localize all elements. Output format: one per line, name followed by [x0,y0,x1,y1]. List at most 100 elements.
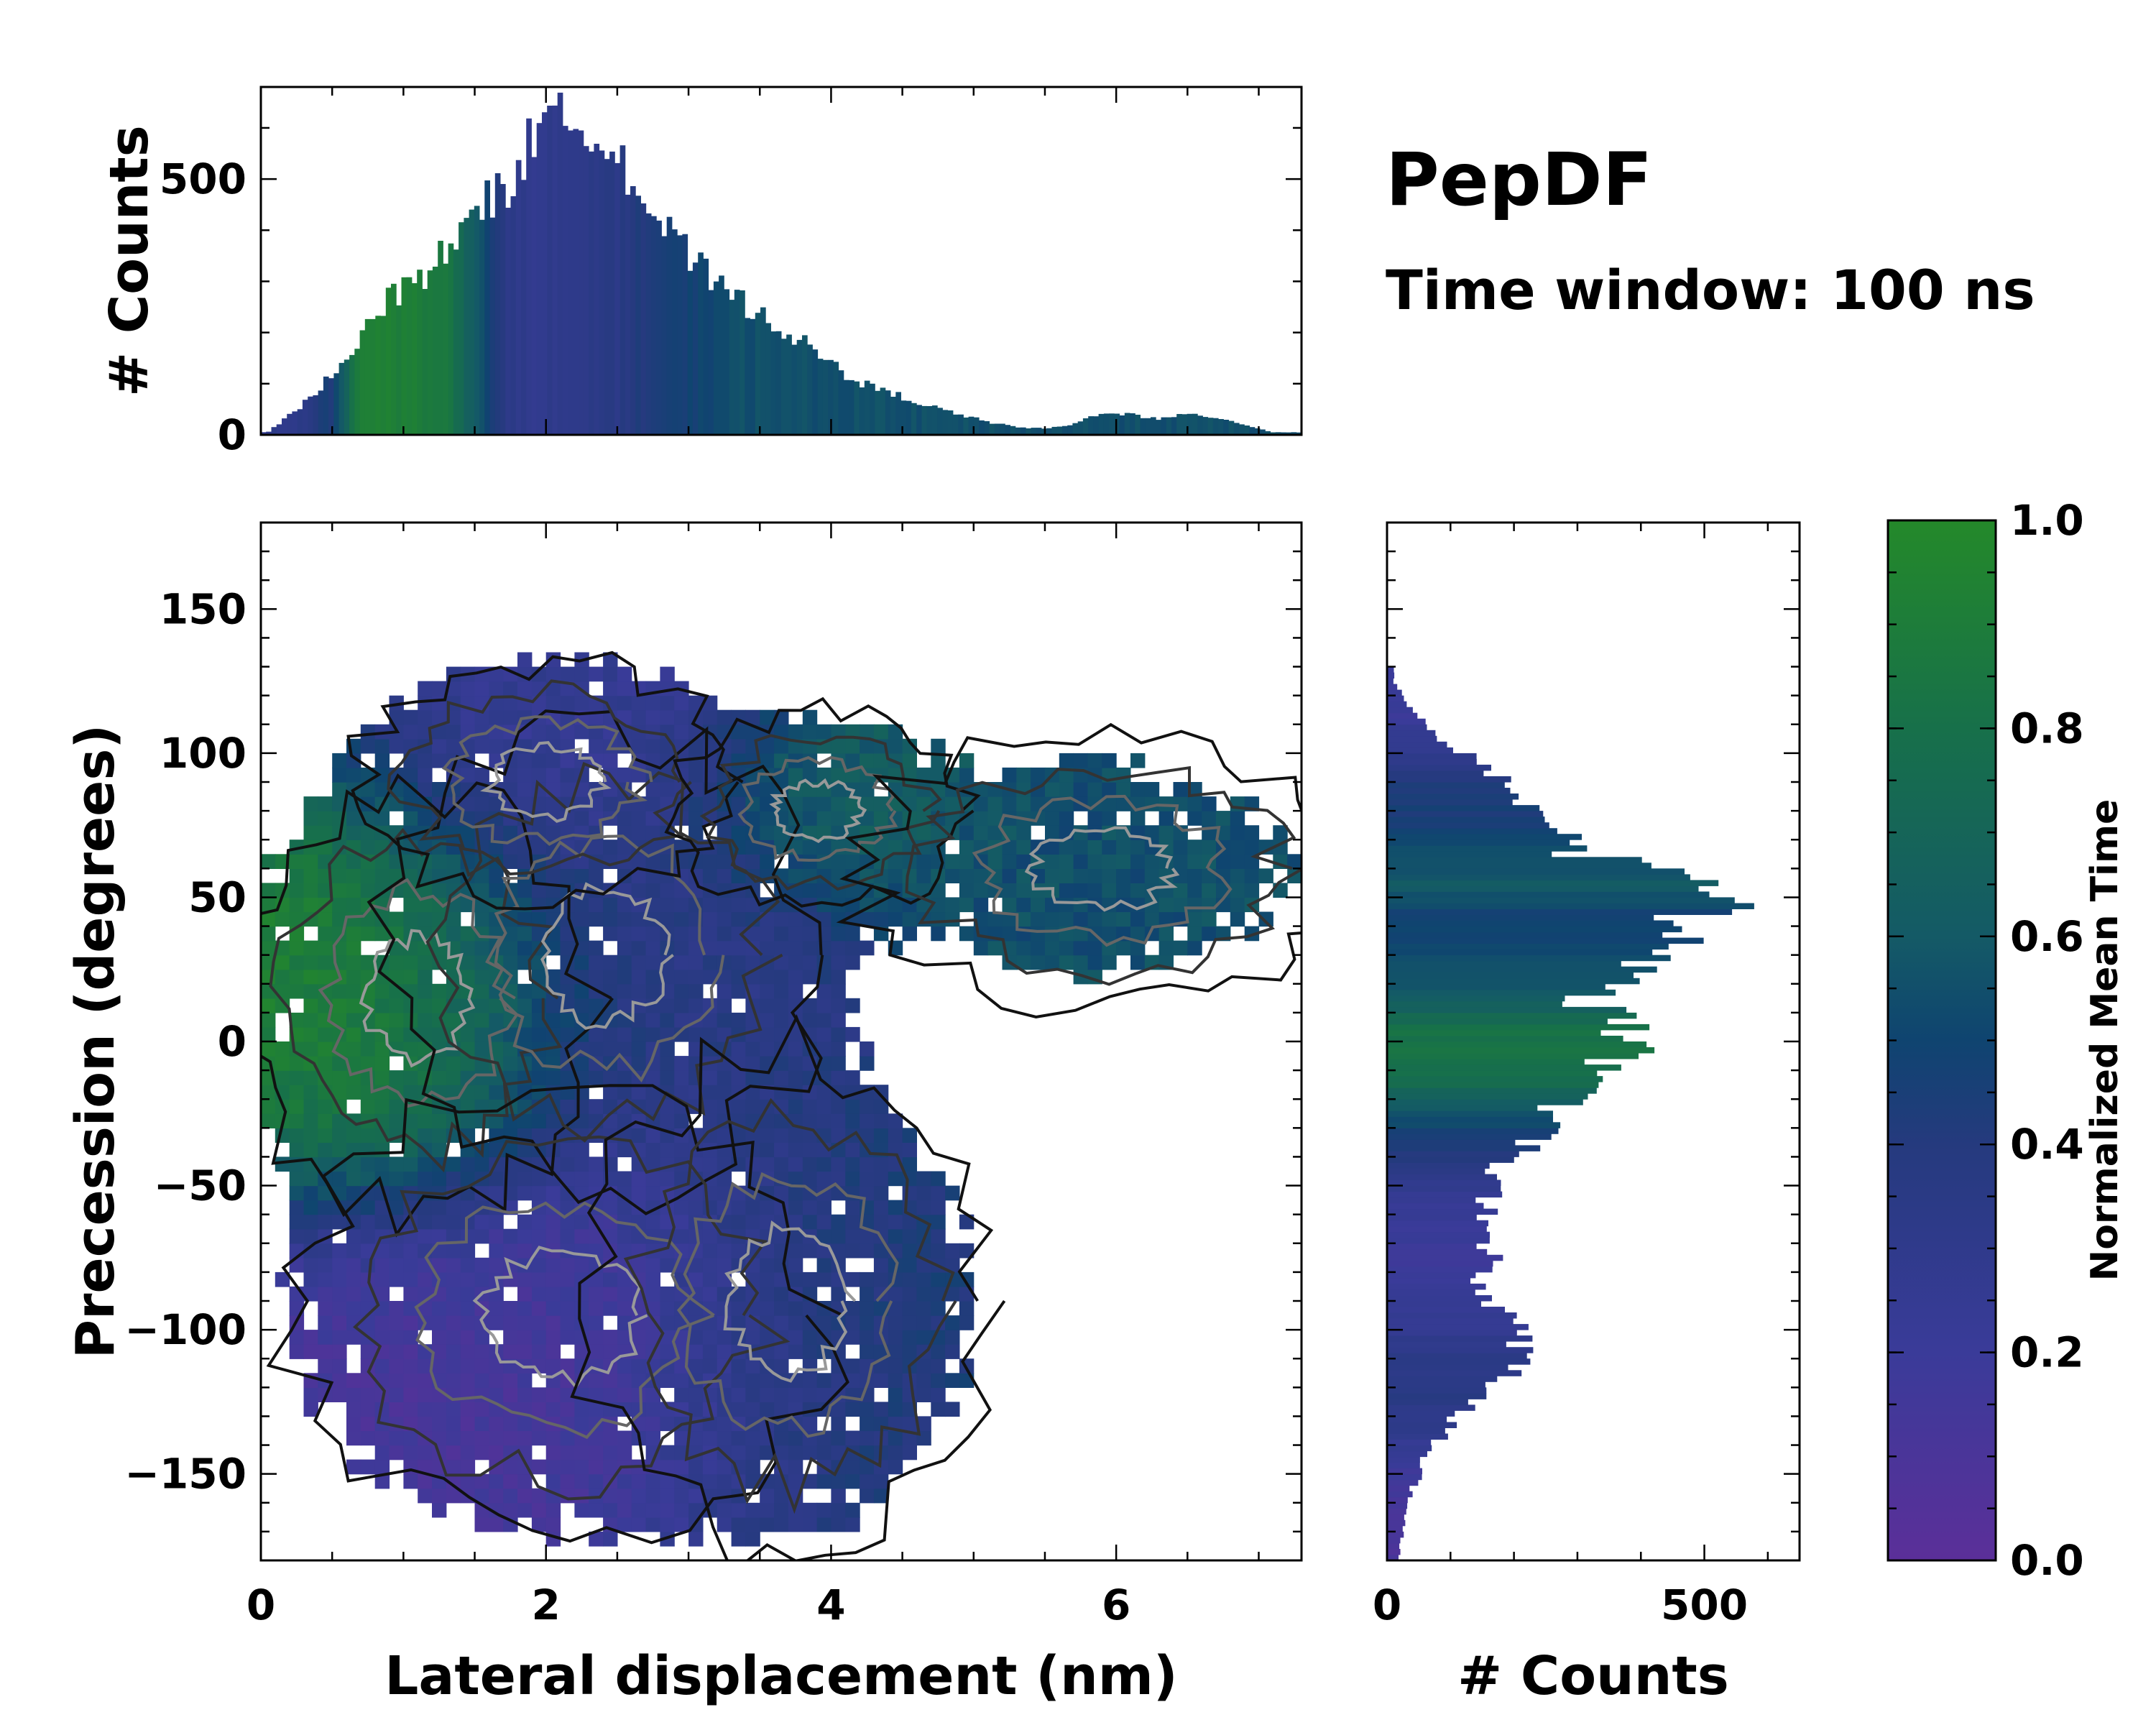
heatmap-cell [731,969,746,985]
heatmap-cell [888,1416,903,1432]
heatmap-cell [517,1387,533,1402]
heatmap-cell [332,1358,347,1374]
heatmap-cell [346,767,361,783]
heatmap-cell [289,969,305,985]
heatmap-cell [474,1070,489,1085]
right-histogram-bar [1387,753,1477,760]
heatmap-cell [332,1171,347,1187]
right-histogram-bar [1387,1059,1585,1065]
heatmap-cell [531,1257,547,1273]
heatmap-cell [660,1099,675,1114]
heatmap-cell [774,1315,789,1330]
heatmap-cell [902,1142,917,1158]
heatmap-cell [660,1402,675,1417]
heatmap-cell [717,1301,732,1316]
heatmap-cell [831,998,846,1013]
heatmap-cell [545,724,561,740]
heatmap-cell [418,897,433,913]
heatmap-cell [888,1402,903,1417]
heatmap-cell [916,868,931,883]
heatmap-cell [1045,840,1060,855]
heatmap-cell [831,1243,846,1259]
heatmap-cell [1059,811,1074,826]
heatmap-cell [446,1214,461,1230]
heatmap-cell [802,926,818,942]
heatmap-cell [831,1026,846,1042]
top-histogram-bar [1036,428,1042,435]
heatmap-cell [574,666,589,682]
top-histogram-bar [859,387,865,435]
heatmap-cell [303,897,318,913]
heatmap-cell [788,1026,803,1042]
heatmap-cell [774,1430,789,1446]
heatmap-cell [360,738,376,754]
heatmap-cell [517,767,533,783]
contour-line [972,794,1233,947]
right-histogram-bar [1387,1410,1455,1417]
heatmap-cell [545,1228,561,1244]
heatmap-cell [645,1271,660,1287]
heatmap-cell [1187,897,1202,913]
heatmap-cell [731,1373,746,1388]
contour-line [387,679,692,876]
heatmap-cell [717,767,732,783]
right-histogram-bar [1387,1277,1470,1284]
heatmap-cell [702,1228,718,1244]
heatmap-cell [589,1502,604,1518]
heatmap-cell [275,911,290,927]
heatmap-cell [603,1085,618,1100]
top-histogram-bar [1088,416,1094,435]
heatmap-cell [888,1330,903,1345]
heatmap-cell [987,811,1003,826]
heatmap-cell [674,1228,689,1244]
heatmap-cell [617,1228,632,1244]
heatmap-cell [802,1026,818,1042]
heatmap-cell [1073,911,1088,927]
heatmap-cell [802,1330,818,1345]
heatmap-cell [688,998,704,1013]
heatmap-cell [318,1142,333,1158]
heatmap-cell [289,954,305,970]
top-histogram-bar [1212,418,1219,435]
heatmap-cell [517,940,533,956]
heatmap-cell [560,1387,575,1402]
heatmap-cell [802,1387,818,1402]
heatmap-cell [531,767,547,783]
heatmap-cell [1045,782,1060,797]
heatmap-cell [1173,897,1188,913]
heatmap-cell [503,926,518,942]
heatmap-cell [360,1200,376,1215]
heatmap-cell [1087,854,1102,869]
heatmap-cell [545,695,561,711]
heatmap-cell [560,1459,575,1475]
heatmap-cell [318,1070,333,1085]
top-histogram-bar [1207,418,1214,435]
heatmap-cell [489,1416,504,1432]
heatmap-cell [318,1056,333,1071]
heatmap-cell [403,954,418,970]
heatmap-cell [702,998,718,1013]
heatmap-cell [1073,854,1088,869]
heatmap-cell [589,1344,604,1359]
heatmap-cell [717,940,732,956]
heatmap-cell [503,695,518,711]
heatmap-cell [603,1271,618,1287]
heatmap-cell [645,1026,660,1042]
heatmap-cell [403,1315,418,1330]
right-histogram-bar [1387,1070,1598,1077]
top-histogram-bar [1021,427,1026,435]
heatmap-cell [318,1301,333,1316]
heatmap-cell [617,1358,632,1374]
heatmap-cell [346,1200,361,1215]
top-histogram-bar [422,289,428,435]
heatmap-cell [774,1445,789,1460]
heatmap-cell [702,954,718,970]
right-histogram-bar [1387,1243,1477,1250]
heatmap-cell [374,1056,390,1071]
heatmap-cell [360,926,376,942]
heatmap-cell [545,1286,561,1302]
heatmap-cell [774,998,789,1013]
right-histogram-bar [1387,735,1437,742]
right-histogram-bar [1387,1358,1531,1365]
heatmap-cell [489,681,504,696]
